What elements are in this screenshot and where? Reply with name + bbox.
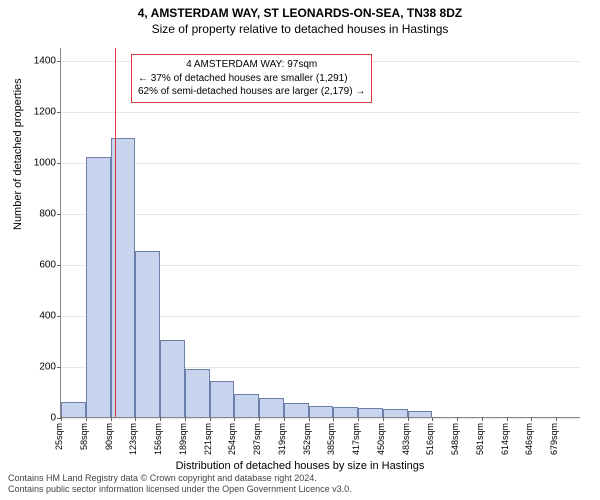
histogram-bar bbox=[309, 406, 334, 417]
ytick-label: 0 bbox=[0, 413, 56, 424]
annotation-line: 62% of semi-detached houses are larger (… bbox=[138, 85, 365, 99]
xtick-mark bbox=[482, 417, 483, 421]
xtick-mark bbox=[210, 417, 211, 421]
xtick-label: 614sqm bbox=[500, 423, 510, 455]
xtick-label: 287sqm bbox=[252, 423, 262, 455]
y-axis-label: Number of detached properties bbox=[12, 78, 24, 230]
chart-title-line1: 4, AMSTERDAM WAY, ST LEONARDS-ON-SEA, TN… bbox=[0, 0, 600, 20]
xtick-mark bbox=[383, 417, 384, 421]
ytick-label: 1200 bbox=[0, 106, 56, 117]
property-marker-line bbox=[115, 48, 116, 417]
xtick-label: 679sqm bbox=[549, 423, 559, 455]
xtick-mark bbox=[185, 417, 186, 421]
xtick-label: 385sqm bbox=[326, 423, 336, 455]
xtick-label: 90sqm bbox=[104, 423, 114, 450]
annotation-line: ← 37% of detached houses are smaller (1,… bbox=[138, 72, 365, 86]
xtick-label: 254sqm bbox=[227, 423, 237, 455]
chart-title-line2: Size of property relative to detached ho… bbox=[0, 20, 600, 36]
xtick-label: 581sqm bbox=[475, 423, 485, 455]
ytick-mark bbox=[57, 214, 61, 215]
histogram-bar bbox=[333, 407, 358, 417]
histogram-bar bbox=[234, 394, 259, 417]
xtick-mark bbox=[160, 417, 161, 421]
xtick-label: 58sqm bbox=[79, 423, 89, 450]
ytick-label: 600 bbox=[0, 259, 56, 270]
xtick-label: 123sqm bbox=[128, 423, 138, 455]
ytick-label: 200 bbox=[0, 361, 56, 372]
xtick-label: 417sqm bbox=[351, 423, 361, 455]
ytick-mark bbox=[57, 316, 61, 317]
histogram-bar bbox=[185, 369, 210, 417]
gridline bbox=[61, 112, 580, 113]
x-axis-label: Distribution of detached houses by size … bbox=[0, 460, 600, 472]
ytick-label: 1000 bbox=[0, 157, 56, 168]
xtick-label: 319sqm bbox=[277, 423, 287, 455]
xtick-label: 450sqm bbox=[376, 423, 386, 455]
xtick-label: 352sqm bbox=[302, 423, 312, 455]
xtick-label: 189sqm bbox=[178, 423, 188, 455]
gridline bbox=[61, 214, 580, 215]
footer-line1: Contains HM Land Registry data © Crown c… bbox=[8, 473, 352, 485]
histogram-bar bbox=[408, 411, 433, 417]
xtick-mark bbox=[531, 417, 532, 421]
xtick-mark bbox=[358, 417, 359, 421]
xtick-label: 221sqm bbox=[203, 423, 213, 455]
xtick-mark bbox=[556, 417, 557, 421]
ytick-label: 800 bbox=[0, 208, 56, 219]
xtick-mark bbox=[284, 417, 285, 421]
xtick-label: 646sqm bbox=[524, 423, 534, 455]
xtick-mark bbox=[408, 417, 409, 421]
chart-plot-area: 25sqm58sqm90sqm123sqm156sqm189sqm221sqm2… bbox=[60, 48, 580, 418]
ytick-mark bbox=[57, 112, 61, 113]
histogram-bar bbox=[160, 340, 185, 417]
xtick-mark bbox=[507, 417, 508, 421]
footer-line2: Contains public sector information licen… bbox=[8, 484, 352, 496]
xtick-mark bbox=[86, 417, 87, 421]
annotation-line: 4 AMSTERDAM WAY: 97sqm bbox=[138, 58, 365, 72]
xtick-mark bbox=[333, 417, 334, 421]
xtick-mark bbox=[135, 417, 136, 421]
xtick-mark bbox=[61, 417, 62, 421]
histogram-bar bbox=[210, 381, 235, 417]
gridline bbox=[61, 163, 580, 164]
xtick-label: 156sqm bbox=[153, 423, 163, 455]
histogram-bar bbox=[284, 403, 309, 417]
xtick-mark bbox=[432, 417, 433, 421]
gridline bbox=[61, 418, 580, 419]
histogram-bar bbox=[259, 398, 284, 417]
ytick-label: 1400 bbox=[0, 55, 56, 66]
xtick-mark bbox=[234, 417, 235, 421]
xtick-mark bbox=[111, 417, 112, 421]
annotation-box: 4 AMSTERDAM WAY: 97sqm← 37% of detached … bbox=[131, 54, 372, 103]
histogram-bar bbox=[358, 408, 383, 417]
histogram-bar bbox=[135, 251, 160, 417]
ytick-mark bbox=[57, 61, 61, 62]
histogram-bar bbox=[383, 409, 408, 417]
ytick-mark bbox=[57, 163, 61, 164]
histogram-bar bbox=[86, 157, 111, 417]
ytick-mark bbox=[57, 265, 61, 266]
footer-attribution: Contains HM Land Registry data © Crown c… bbox=[8, 473, 352, 496]
xtick-label: 25sqm bbox=[54, 423, 64, 450]
xtick-label: 516sqm bbox=[425, 423, 435, 455]
ytick-mark bbox=[57, 367, 61, 368]
xtick-label: 483sqm bbox=[401, 423, 411, 455]
histogram-bar bbox=[61, 402, 86, 417]
xtick-mark bbox=[457, 417, 458, 421]
ytick-label: 400 bbox=[0, 310, 56, 321]
xtick-label: 548sqm bbox=[450, 423, 460, 455]
xtick-mark bbox=[259, 417, 260, 421]
xtick-mark bbox=[309, 417, 310, 421]
